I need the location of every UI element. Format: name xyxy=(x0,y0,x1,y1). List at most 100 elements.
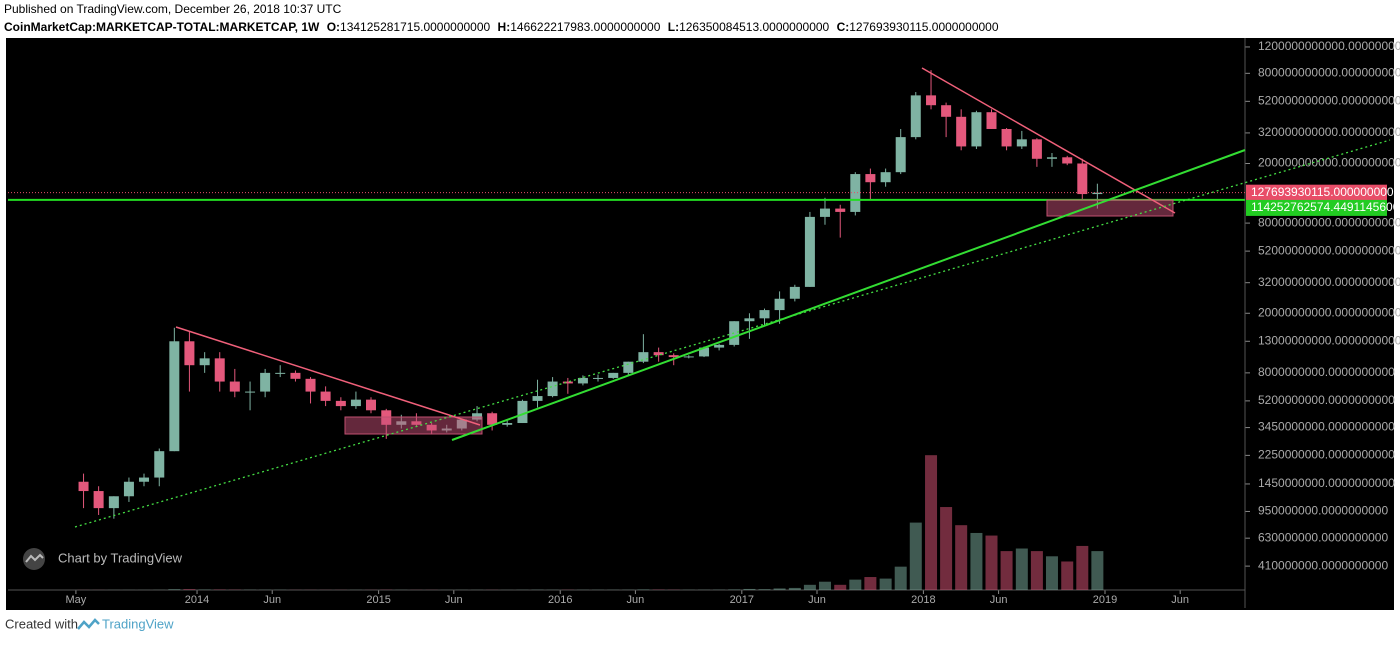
ohlc-value: 126350084513.0000000000 xyxy=(679,20,829,34)
x-tick-label: 2017 xyxy=(730,594,754,606)
candle-body xyxy=(200,358,210,365)
volume-bar xyxy=(728,589,740,590)
candle-body xyxy=(790,287,800,299)
published: Published on TradingView.com, December 2… xyxy=(4,2,342,16)
y-tick-label: 2250000000.0000000000 xyxy=(1258,448,1395,462)
symbol: CoinMarketCap:MARKETCAP-TOTAL:MARKETCAP,… xyxy=(4,20,320,34)
level-label: 114252762574.4491145600 xyxy=(1251,200,1400,214)
candle-body xyxy=(548,382,558,397)
x-tick-label: Jun xyxy=(445,594,463,606)
candle-body xyxy=(94,491,104,508)
candle-body xyxy=(275,373,285,374)
candle-body xyxy=(684,356,694,357)
watermark-text: Chart by TradingView xyxy=(58,550,183,565)
candle-body xyxy=(971,112,981,146)
symbol-line: CoinMarketCap:MARKETCAP-TOTAL:MARKETCAP,… xyxy=(4,20,999,34)
ohlc-value: 134125281715.0000000000 xyxy=(340,20,490,34)
candle-body xyxy=(896,137,906,172)
volume-bar xyxy=(1031,551,1043,590)
y-tick-label: 1200000000000.0000000000 xyxy=(1258,39,1400,53)
volume-bar xyxy=(940,507,952,590)
candle-body xyxy=(835,209,845,212)
x-tick-label: 2014 xyxy=(185,594,209,606)
volume-bar xyxy=(819,582,831,590)
candle-body xyxy=(260,373,270,392)
candle-body xyxy=(533,396,543,401)
candle-body xyxy=(139,478,149,482)
candle-body xyxy=(124,482,134,497)
candle-body xyxy=(593,378,603,379)
candle-body xyxy=(760,310,770,318)
ohlc-label: O: xyxy=(327,20,340,34)
candle-body xyxy=(744,318,754,321)
y-tick-label: 1450000000.0000000000 xyxy=(1258,476,1395,490)
x-tick-label: Jun xyxy=(990,594,1008,606)
candle-body xyxy=(169,341,179,451)
candle-body xyxy=(230,382,240,392)
volume-bar xyxy=(895,567,907,590)
y-tick-label: 200000000000.0000000000 xyxy=(1258,156,1400,170)
volume-bar xyxy=(759,589,771,590)
candle-body xyxy=(1077,163,1087,194)
candle-body xyxy=(608,373,618,378)
y-tick-label: 5200000000.0000000000 xyxy=(1258,393,1395,407)
y-tick-label: 52000000000.0000000000 xyxy=(1258,243,1400,257)
candle-body xyxy=(881,172,891,182)
volume-bar xyxy=(183,589,195,590)
y-tick-label: 3450000000.0000000000 xyxy=(1258,420,1395,434)
footer-logo xyxy=(78,620,99,629)
candle-body xyxy=(154,451,164,477)
volume-bar xyxy=(1091,551,1103,590)
y-tick-label: 520000000000.0000000000 xyxy=(1258,94,1400,108)
volume-bar xyxy=(985,536,997,590)
candle-body xyxy=(1047,157,1057,158)
x-tick-label: 2016 xyxy=(548,594,572,606)
candle-body xyxy=(986,112,996,129)
candle-body xyxy=(865,174,875,182)
volume-bar xyxy=(970,533,982,590)
candle-body xyxy=(820,209,830,217)
candle-body xyxy=(911,95,921,137)
volume-bar xyxy=(1001,551,1013,590)
y-tick-label: 13000000000.0000000000 xyxy=(1258,333,1400,347)
volume-bar xyxy=(925,455,937,590)
chart-background xyxy=(6,38,1394,610)
candle-body xyxy=(366,400,376,411)
volume-bar xyxy=(1061,561,1073,590)
footer-created: Created with xyxy=(5,616,78,631)
zone xyxy=(1047,200,1173,216)
candle-body xyxy=(245,392,255,393)
y-tick-label: 950000000.0000000000 xyxy=(1258,504,1388,518)
volume-bar xyxy=(864,577,876,590)
volume-bar xyxy=(804,585,816,590)
y-tick-label: 800000000000.0000000000 xyxy=(1258,65,1400,79)
volume-bar xyxy=(1046,556,1058,590)
ohlc-label: C: xyxy=(837,20,850,34)
y-tick-label: 630000000.0000000000 xyxy=(1258,530,1388,544)
x-tick-label: 2019 xyxy=(1093,594,1117,606)
candle-body xyxy=(215,358,225,381)
y-tick-label: 8000000000.0000000000 xyxy=(1258,365,1395,379)
y-tick-label: 320000000000.0000000000 xyxy=(1258,125,1400,139)
volume-bar xyxy=(743,589,755,590)
candle-body xyxy=(1062,157,1072,163)
candle-body xyxy=(805,217,815,287)
candle-body xyxy=(306,379,316,392)
x-tick-label: May xyxy=(66,594,87,606)
volume-bar xyxy=(637,589,649,590)
volume-bar xyxy=(168,589,180,590)
candle-body xyxy=(1002,129,1012,146)
candle-body xyxy=(638,352,648,362)
candle-body xyxy=(290,373,300,379)
candle-body xyxy=(79,482,89,491)
x-tick-label: 2015 xyxy=(366,594,390,606)
volume-bar xyxy=(834,585,846,590)
candle-body xyxy=(1017,139,1027,146)
ohlc-value: 127693930115.0000000000 xyxy=(849,20,999,34)
y-tick-label: 80000000000.0000000000 xyxy=(1258,215,1400,229)
candle-body xyxy=(714,345,724,348)
candle-body xyxy=(956,117,966,147)
last-price-label: 127693930115.0000000000 xyxy=(1251,185,1400,199)
candle-body xyxy=(1032,139,1042,158)
